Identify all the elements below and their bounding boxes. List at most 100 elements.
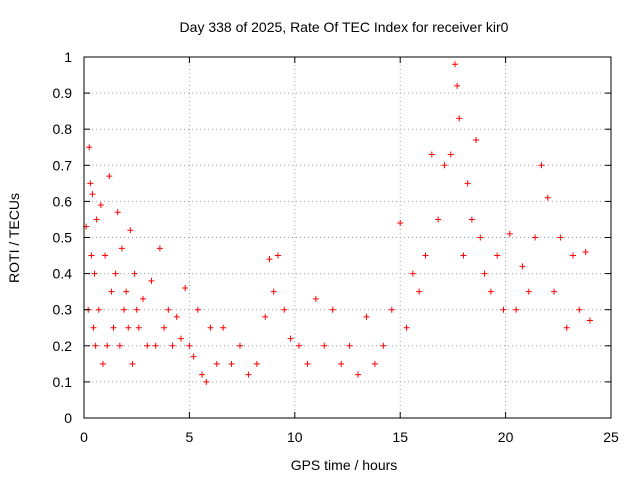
data-point (118, 245, 125, 252)
data-point (468, 216, 475, 223)
data-point (494, 252, 501, 259)
data-point (262, 313, 269, 320)
x-tick-label: 25 (603, 429, 619, 445)
data-point (576, 306, 583, 313)
data-point (123, 288, 130, 295)
y-tick-label: 0.6 (53, 193, 73, 209)
data-point (454, 82, 461, 89)
data-point (245, 371, 252, 378)
x-axis-label: GPS time / hours (291, 457, 398, 473)
data-point (165, 306, 172, 313)
data-point (152, 342, 159, 349)
data-point (409, 270, 416, 277)
y-tick-label: 0.9 (53, 85, 73, 101)
data-points (83, 61, 593, 385)
data-point (321, 342, 328, 349)
data-point (92, 342, 99, 349)
data-point (112, 270, 119, 277)
data-point (131, 270, 138, 277)
data-point (190, 353, 197, 360)
data-point (422, 252, 429, 259)
data-point (87, 180, 94, 187)
data-point (570, 252, 577, 259)
data-point (538, 162, 545, 169)
data-point (281, 306, 288, 313)
data-point (266, 256, 273, 263)
data-point (563, 324, 570, 331)
y-tick-label: 0 (64, 410, 72, 426)
data-point (253, 360, 260, 367)
data-point (110, 324, 117, 331)
data-point (156, 245, 163, 252)
data-point (447, 151, 454, 158)
data-point (525, 288, 532, 295)
data-point (95, 306, 102, 313)
y-tick-label: 0.1 (53, 374, 73, 390)
axis-ticks (83, 56, 612, 419)
data-point (338, 360, 345, 367)
data-point (220, 324, 227, 331)
chart-title: Day 338 of 2025, Rate Of TEC Index for r… (180, 19, 509, 35)
data-point (551, 288, 558, 295)
data-point (129, 360, 136, 367)
data-point (86, 144, 93, 151)
x-tick-label: 10 (287, 429, 303, 445)
data-point (199, 371, 206, 378)
data-point (532, 234, 539, 241)
data-point (355, 371, 362, 378)
y-tick-label: 0.3 (53, 302, 73, 318)
data-point (416, 288, 423, 295)
data-point (102, 252, 109, 259)
data-point (99, 360, 106, 367)
data-point (388, 306, 395, 313)
y-tick-labels: 0 0.1 0.2 0.3 0.4 0.5 0.6 0.7 0.8 0.9 1 (53, 49, 73, 426)
grid-lines (84, 57, 611, 418)
data-point (464, 180, 471, 187)
data-point (97, 202, 104, 209)
x-tick-labels: 0 5 10 15 20 25 (80, 429, 619, 445)
data-point (169, 342, 176, 349)
data-point (121, 306, 128, 313)
plot-frame (83, 56, 612, 419)
data-point (481, 270, 488, 277)
x-tick-label: 15 (392, 429, 408, 445)
data-point (144, 342, 151, 349)
data-point (91, 270, 98, 277)
y-tick-label: 0.7 (53, 157, 73, 173)
data-point (125, 324, 132, 331)
data-point (207, 324, 214, 331)
data-point (312, 295, 319, 302)
y-axis-label: ROTI / TECUs (6, 193, 22, 283)
data-point (363, 313, 370, 320)
data-point (287, 335, 294, 342)
data-point (557, 234, 564, 241)
y-tick-label: 0.2 (53, 338, 73, 354)
data-point (116, 342, 123, 349)
data-point (544, 194, 551, 201)
data-point (513, 306, 520, 313)
data-point (133, 306, 140, 313)
x-tick-label: 20 (498, 429, 514, 445)
data-point (329, 306, 336, 313)
data-point (88, 252, 95, 259)
y-tick-label: 0.5 (53, 230, 73, 246)
data-point (304, 360, 311, 367)
data-point (135, 324, 142, 331)
data-point (104, 342, 111, 349)
data-point (106, 173, 113, 180)
x-tick-label: 0 (80, 429, 88, 445)
data-point (114, 209, 121, 216)
data-point (582, 248, 589, 255)
data-point (270, 288, 277, 295)
data-point (397, 220, 404, 227)
y-tick-label: 1 (64, 49, 72, 65)
data-point (161, 324, 168, 331)
data-point (435, 216, 442, 223)
y-tick-label: 0.4 (53, 266, 73, 282)
data-point (89, 191, 96, 198)
data-point (236, 342, 243, 349)
data-point (127, 227, 134, 234)
data-point (506, 230, 513, 237)
data-point (500, 306, 507, 313)
data-point (371, 360, 378, 367)
